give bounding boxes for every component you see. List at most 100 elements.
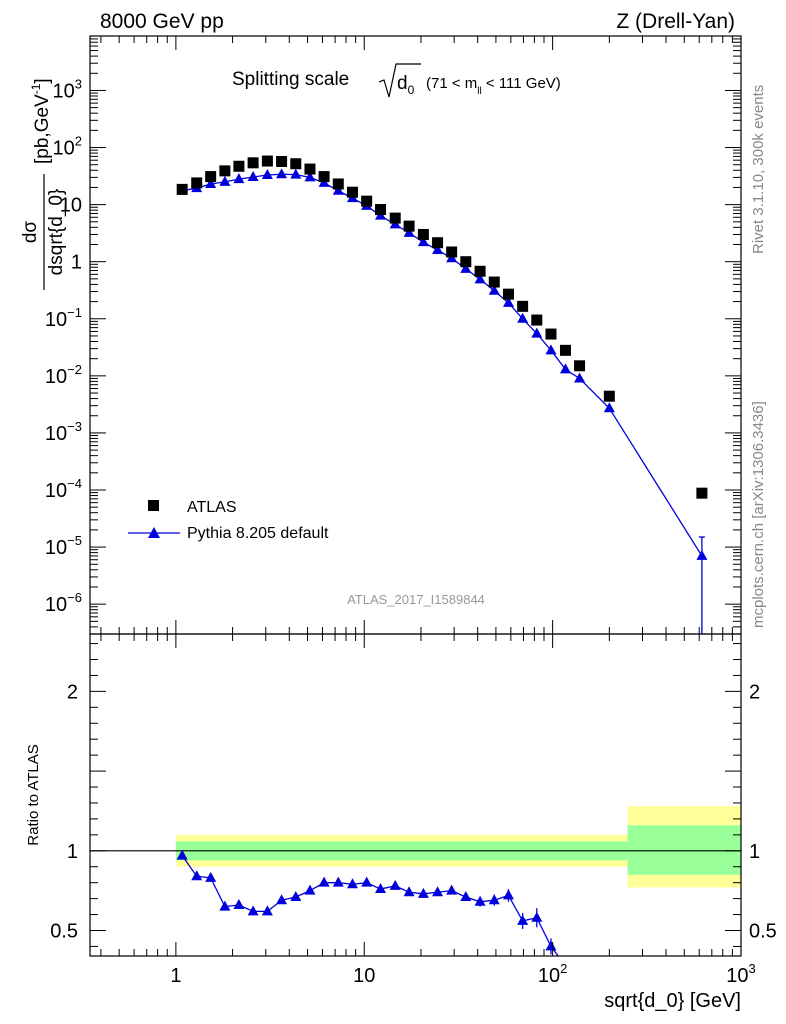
pythia-point <box>290 168 302 179</box>
ratio-point <box>261 905 273 916</box>
x-tick-label: 103 <box>726 961 755 987</box>
pythia-point <box>502 296 514 307</box>
atlas-point <box>276 155 288 167</box>
y-tick-label: 10−5 <box>45 533 82 559</box>
ratio-point <box>276 894 288 905</box>
atlas-point <box>517 300 529 312</box>
ratio-point <box>191 870 203 881</box>
atlas-point <box>559 344 571 356</box>
legend-atlas-marker <box>148 500 159 511</box>
atlas-point <box>460 256 472 268</box>
atlas-point <box>361 195 373 207</box>
ratio-point <box>318 876 330 887</box>
atlas-point <box>545 328 557 340</box>
pythia-point <box>332 184 344 195</box>
pythia-point <box>559 363 571 374</box>
ratio-point <box>219 900 231 911</box>
main-title-range: (71 < mll < 111 GeV) <box>426 75 561 97</box>
ratio-point <box>290 891 302 902</box>
x-tick-label: 10 <box>353 965 375 987</box>
y-tick-label: 10−2 <box>45 362 82 388</box>
ratio-point <box>403 886 415 897</box>
atlas-point <box>205 171 217 183</box>
pythia-point <box>696 549 708 560</box>
pythia-point <box>403 226 415 237</box>
atlas-point <box>346 186 358 198</box>
pythia-point <box>233 173 245 184</box>
main-panel: 10−6 10−5 10−4 10−3 10−2 10−1 1 10 102 103 Splitt… <box>20 35 742 635</box>
ratio-point <box>432 886 444 897</box>
ratio-point <box>417 887 429 898</box>
atlas-point <box>603 390 615 402</box>
ratio-point <box>247 905 259 916</box>
atlas-point <box>403 220 415 232</box>
atlas-point <box>474 265 486 277</box>
ratio-panel: 0.5 0.5 1 1 2 2 1 10 102 103 Ratio to ATLAS sqrt… <box>25 633 777 1012</box>
ratio-point <box>205 871 217 882</box>
pythia-point <box>474 273 486 284</box>
mcplots-label: mcplots.cern.ch [arXiv:1306.3436] <box>750 401 767 628</box>
atlas-point <box>233 160 245 172</box>
atlas-point <box>318 171 330 183</box>
pythia-point <box>417 236 429 247</box>
x-axis-label: sqrt{d_0} [GeV] <box>604 990 741 1012</box>
ratio-y-tick-label-right: 1 <box>749 841 760 863</box>
pythia-point <box>304 171 316 182</box>
atlas-point <box>219 165 231 177</box>
legend: ATLAS Pythia 8.205 default <box>128 499 329 542</box>
pythia-point <box>545 344 557 355</box>
rivet-version-label: Rivet 3.1.10, 300k events <box>750 85 767 254</box>
y-tick-label: 10−4 <box>45 476 82 502</box>
analysis-id-label: ATLAS_2017_I1589844 <box>347 592 485 607</box>
x-tick-label: 102 <box>538 961 567 987</box>
main-title-symbol: d0 <box>397 73 415 97</box>
pythia-point <box>603 402 615 413</box>
y-tick-label: 1 <box>71 252 82 274</box>
ratio-point <box>332 876 344 887</box>
main-plot-frame <box>89 35 742 635</box>
main-axis-ticks <box>90 35 742 635</box>
main-data-marks <box>176 155 708 634</box>
atlas-point <box>290 158 302 170</box>
ratio-point <box>531 911 543 922</box>
pythia-point <box>247 170 259 181</box>
pythia-point <box>432 244 444 255</box>
atlas-point <box>446 246 458 258</box>
pythia-point <box>488 284 500 295</box>
y-label-units: [pb,GeV-1] <box>29 78 53 164</box>
ratio-point <box>361 876 373 887</box>
atlas-point <box>574 360 586 372</box>
ratio-point <box>233 898 245 909</box>
ratio-y-tick-label: 2 <box>67 681 78 703</box>
y-tick-label: 10−6 <box>45 590 82 616</box>
ratio-point <box>346 878 358 889</box>
y-tick-label: 103 <box>53 76 82 102</box>
pythia-point <box>261 169 273 180</box>
pythia-point <box>460 262 472 273</box>
sqrt-symbol <box>378 63 421 98</box>
legend-pythia-marker <box>148 527 160 538</box>
atlas-point <box>247 157 259 169</box>
ratio-point <box>176 849 188 860</box>
atlas-point <box>261 155 273 167</box>
ratio-point <box>545 940 557 951</box>
ratio-point <box>304 884 316 895</box>
atlas-point <box>332 178 344 190</box>
ratio-uncertainty-bands <box>175 806 741 888</box>
pythia-point <box>276 168 288 179</box>
pythia-line <box>182 173 703 557</box>
ratio-point <box>460 891 472 902</box>
y-label-numerator: dσ <box>20 221 41 244</box>
pythia-point <box>517 312 529 323</box>
x-tick-label: 1 <box>170 965 181 987</box>
ratio-band-inner <box>627 825 741 875</box>
y-tick-label: 10−3 <box>45 419 82 445</box>
ratio-y-tick-label: 1 <box>67 841 78 863</box>
atlas-point <box>696 487 708 499</box>
ratio-point <box>375 883 387 894</box>
ratio-data-marks <box>176 849 560 956</box>
y-tick-label: 10 <box>60 195 82 217</box>
ratio-axis-ticks <box>90 634 742 956</box>
y-label-denominator: dsqrt{d_0} <box>46 189 67 276</box>
